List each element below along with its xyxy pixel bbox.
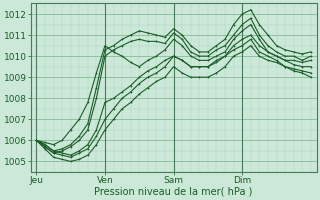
- X-axis label: Pression niveau de la mer( hPa ): Pression niveau de la mer( hPa ): [94, 187, 253, 197]
